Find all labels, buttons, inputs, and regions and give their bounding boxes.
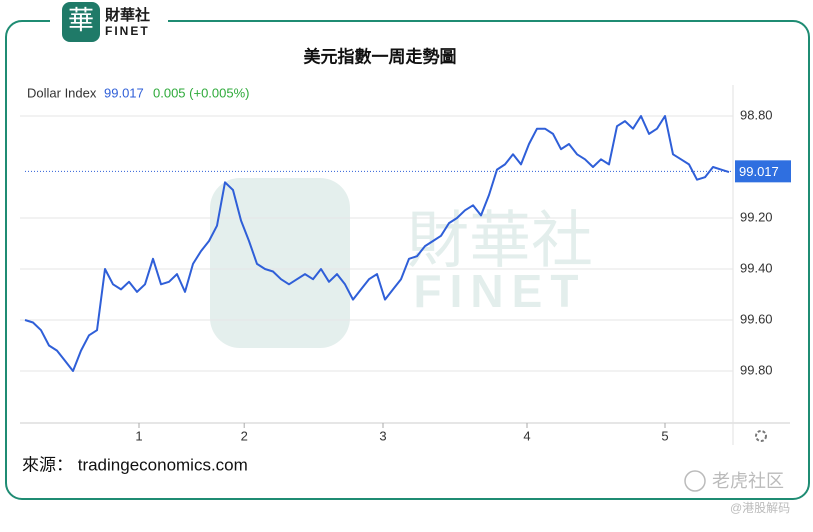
series-line	[24, 115, 730, 372]
plot: 98.80 99.20 99.40 99.60 99.80 1 2 3 4 5 99.017	[20, 107, 791, 443]
y-tick-label: 99.40	[740, 260, 773, 275]
watermark-sub: FINET	[414, 265, 587, 317]
last-value-box	[735, 160, 791, 183]
last-value-label: 99.017	[739, 164, 779, 179]
watermark-logo: 財華社 FINET	[210, 178, 593, 348]
logo-name: 財華社	[104, 6, 150, 24]
x-tick-label: 1	[135, 428, 142, 443]
x-tick-label: 4	[523, 428, 530, 443]
watermark-brand: 老虎社区	[712, 471, 784, 491]
legend-last: 99.017	[104, 85, 144, 100]
y-tick-label: 99.60	[740, 311, 773, 326]
x-tick-label: 2	[241, 428, 248, 443]
logo-icon	[62, 2, 100, 42]
y-tick-label: 99.20	[740, 209, 773, 224]
watermark-icon	[210, 178, 350, 348]
y-tick-label: 98.80	[740, 107, 773, 122]
legend-change: 0.005 (+0.005%)	[153, 85, 249, 100]
y-tick-label: 99.80	[740, 362, 773, 377]
x-tick-label: 3	[379, 428, 386, 443]
watermark-handle: @港股解码	[730, 501, 790, 515]
watermark-icon-small	[684, 470, 706, 492]
chart-title: 美元指數一周走勢圖	[304, 46, 457, 66]
source: 來源： tradingeconomics.com	[22, 455, 248, 474]
settings-icon[interactable]	[755, 430, 767, 442]
x-tick-label: 5	[661, 428, 668, 443]
legend-name: Dollar Index	[27, 85, 97, 100]
logo-sub: FINET	[105, 24, 150, 38]
logo-glyph: 華	[68, 6, 94, 36]
